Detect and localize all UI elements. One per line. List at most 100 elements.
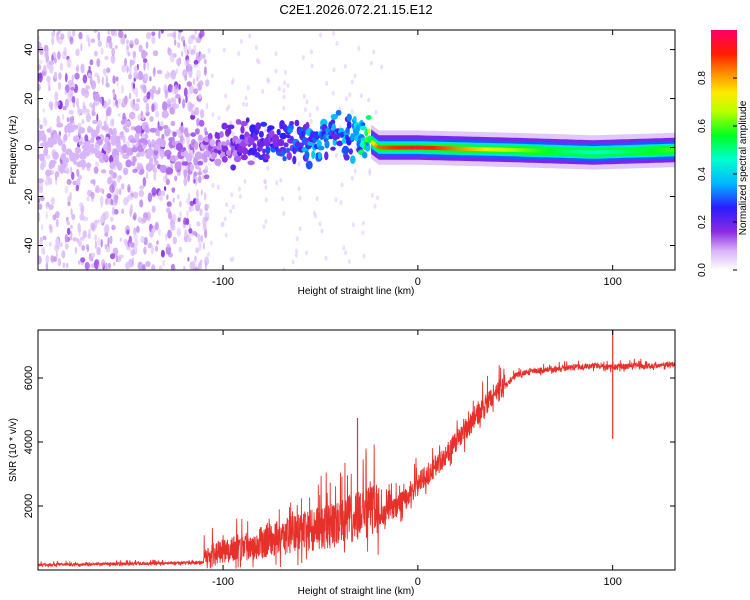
spectrogram-noise-cell bbox=[87, 72, 92, 78]
spectrogram-noise-cell bbox=[279, 178, 283, 183]
spectrogram-ridge-cell bbox=[260, 121, 268, 127]
spectrogram-noise-cell bbox=[100, 215, 104, 224]
spectrogram-noise-cell bbox=[60, 33, 65, 40]
spectrogram-ridge-cell bbox=[324, 151, 329, 161]
spectrogram-noise-cell bbox=[211, 183, 215, 188]
spectrogram-noise-cell bbox=[45, 201, 48, 210]
spectrogram-noise-cell bbox=[41, 224, 44, 231]
spectrogram-ridge-cell bbox=[56, 135, 61, 141]
spectrogram-ridge-cell bbox=[221, 156, 228, 163]
spectrogram-ridge-cell bbox=[119, 131, 124, 139]
spectrogram-ridge-cell bbox=[240, 154, 248, 161]
spectrogram-ridge-cell bbox=[134, 132, 140, 141]
spectrogram-ridge-cell bbox=[330, 113, 338, 120]
spectrogram-noise-cell bbox=[141, 114, 145, 121]
spectrogram-noise-cell bbox=[82, 230, 87, 239]
spectrogram-noise-cell bbox=[143, 51, 148, 57]
spectrogram-noise-cell bbox=[347, 259, 351, 264]
spectrogram-noise-cell bbox=[127, 184, 131, 193]
spectrogram-noise-cell bbox=[96, 246, 101, 256]
spectrogram-noise-cell bbox=[274, 51, 278, 57]
spectrogram-noise-cell bbox=[130, 249, 135, 257]
spectrogram-noise-cell bbox=[101, 96, 105, 107]
spectrogram-noise-cell bbox=[111, 47, 116, 57]
spectrogram-frame bbox=[37, 29, 676, 271]
spectrogram-noise-cell bbox=[266, 78, 270, 84]
spectrogram-noise-cell bbox=[155, 90, 161, 95]
spectrogram-noise-cell bbox=[118, 188, 122, 196]
spectrogram-noise-cell bbox=[196, 77, 199, 82]
spectrogram-noise-cell bbox=[113, 180, 116, 188]
spectrogram-noise-cell bbox=[84, 261, 91, 270]
spectrogram-noise-cell bbox=[66, 227, 71, 236]
spectrogram-noise-cell bbox=[76, 168, 80, 177]
spectrogram-noise-cell bbox=[298, 195, 302, 201]
spectrogram-noise-cell bbox=[118, 30, 124, 39]
spectrogram-noise-cell bbox=[85, 112, 91, 123]
spectrogram-noise-cell bbox=[110, 54, 116, 64]
spectrogram-noise-cell bbox=[200, 234, 203, 243]
spectrogram-ridge-cell bbox=[164, 127, 171, 137]
snr-line bbox=[38, 358, 675, 569]
spectrogram-noise-cell bbox=[324, 255, 328, 261]
spectrogram-ridge-cell bbox=[287, 128, 293, 134]
spectrogram-ridge-cell bbox=[317, 152, 322, 160]
spectrogram-noise-cell bbox=[274, 68, 278, 74]
spectrogram-noise-cell bbox=[104, 223, 110, 234]
spectrogram-noise-cell bbox=[81, 119, 85, 125]
spectrogram-noise-cell bbox=[152, 50, 159, 57]
spectrogram-noise-cell bbox=[122, 135, 126, 144]
spectrogram-noise-cell bbox=[134, 38, 139, 46]
spectrogram-noise-cell bbox=[318, 221, 322, 227]
spectrogram-noise-cell bbox=[40, 162, 45, 171]
spectrogram-noise-cell bbox=[262, 224, 266, 230]
spectrogram-ridge-cell bbox=[54, 171, 60, 178]
spectrogram-ridge-cell bbox=[136, 153, 141, 158]
spectrogram-noise-cell bbox=[195, 247, 200, 254]
spectrogram-noise-cell bbox=[310, 63, 314, 69]
spectrogram-ridge-cell bbox=[194, 141, 199, 150]
spectrogram-noise-cell bbox=[142, 177, 147, 187]
spectrogram-noise-cell bbox=[282, 267, 286, 270]
spectrogram-noise-cell bbox=[194, 30, 197, 36]
top-y-tick-label: 40 bbox=[23, 43, 35, 55]
spectrogram-noise-cell bbox=[188, 205, 193, 213]
colorbar-tick-label: 0.4 bbox=[697, 167, 708, 181]
spectrogram-ridge-cell bbox=[252, 143, 257, 149]
spectrogram-noise-cell bbox=[70, 208, 73, 216]
spectrogram-noise-cell bbox=[75, 48, 80, 57]
spectrogram-ridge-cell bbox=[78, 141, 83, 146]
spectrogram-noise-cell bbox=[99, 97, 102, 104]
spectrogram-noise-cell bbox=[116, 175, 120, 183]
spectrogram-noise-cell bbox=[140, 235, 145, 243]
spectrogram-noise-cell bbox=[125, 261, 131, 270]
top-x-ticks: -100 0 100 bbox=[212, 30, 622, 288]
spectrogram-noise-cell bbox=[193, 178, 196, 184]
spectrogram-noise-cell bbox=[50, 31, 56, 38]
spectrogram-noise-cell bbox=[174, 39, 177, 46]
chart-title: C2E1.2026.072.21.15.E12 bbox=[279, 2, 432, 17]
spectrogram-ridge-cell bbox=[248, 137, 255, 146]
spectrogram-noise-cell bbox=[64, 185, 69, 194]
spectrogram-noise-cell bbox=[187, 91, 190, 99]
spectrogram-noise-cell bbox=[64, 90, 67, 96]
spectrogram-ridge-cell bbox=[59, 165, 65, 174]
spectrogram-noise-cell bbox=[59, 242, 63, 247]
spectrogram-ridge-cell bbox=[38, 178, 44, 184]
spectrogram-ridge-cell bbox=[125, 159, 132, 168]
spectrogram-noise-cell bbox=[225, 202, 228, 208]
spectrogram-ridge-cell bbox=[285, 147, 291, 154]
spectrogram-noise-cell bbox=[204, 228, 208, 239]
spectrogram-ridge-cell bbox=[190, 132, 197, 137]
spectrogram-noise-cell bbox=[124, 57, 127, 67]
spectrogram-noise-cell bbox=[124, 34, 127, 39]
spectrogram-ridge-cell bbox=[110, 137, 117, 146]
spectrogram-noise-cell bbox=[79, 202, 84, 208]
spectrogram-noise-cell bbox=[357, 45, 361, 51]
spectrogram-noise-cell bbox=[81, 245, 86, 251]
spectrogram-noise-cell bbox=[187, 192, 191, 200]
spectrogram-noise-cell bbox=[105, 75, 109, 85]
spectrogram-noise-cell bbox=[82, 74, 88, 84]
spectrogram-noise-cell bbox=[166, 207, 171, 214]
spectrogram-noise-cell bbox=[151, 35, 156, 45]
